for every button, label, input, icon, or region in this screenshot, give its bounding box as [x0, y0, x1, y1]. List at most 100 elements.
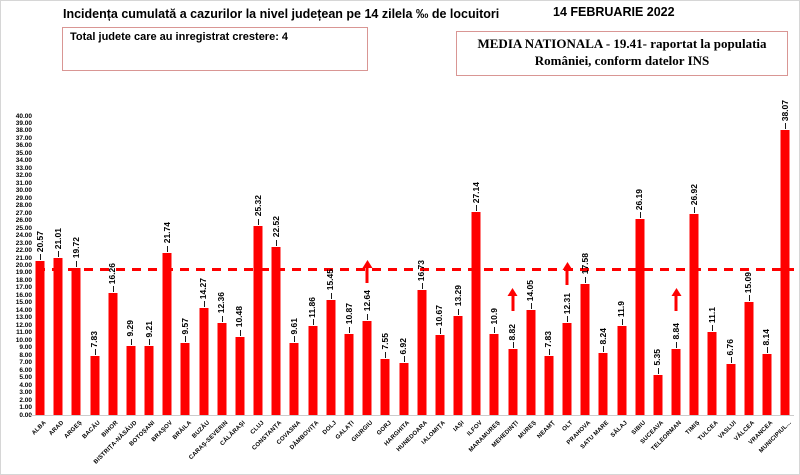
value-leader-line	[130, 338, 132, 345]
y-axis-tick-label: 22.00	[15, 247, 32, 255]
value-leader-line	[276, 239, 278, 246]
bar-slot: 9.29 BISTRIȚA-NĂSĂUD	[93, 116, 140, 465]
value-leader-line	[512, 342, 514, 349]
value-leader-line	[530, 302, 532, 309]
bar-slot: 9.21 BOTOȘANI	[129, 116, 158, 448]
bar-value-label: 8.84	[670, 323, 681, 340]
bar-value-label: 7.83	[89, 330, 100, 348]
increase-arrow-head	[362, 259, 373, 268]
bar-slot: 22.52 CONSTANȚA	[252, 116, 285, 451]
incidence-bar	[271, 246, 281, 415]
increase-arrow-icon	[562, 261, 573, 285]
incidence-bar	[762, 354, 772, 415]
chart-title: Incidența cumulată a cazurilor la nivel …	[63, 7, 500, 21]
y-axis-tick-label: 38.00	[15, 127, 32, 135]
bar-slot: 8.24 SATU MARE	[580, 116, 612, 451]
bar-slot: 26.19 SIBIU	[631, 116, 649, 436]
bar-value-label: 9.21	[143, 320, 154, 338]
value-leader-line	[548, 349, 550, 356]
report-date: 14 FEBRUARIE 2022	[553, 5, 675, 19]
incidence-bar	[580, 283, 590, 415]
incidence-bar	[635, 219, 645, 415]
y-axis-tick-label: 26.00	[15, 217, 32, 225]
value-leader-line	[785, 123, 787, 130]
incidence-bar	[653, 375, 663, 415]
bar-slot: 21.01 ARAD	[48, 116, 67, 437]
bar-value-label: 27.14	[470, 181, 481, 204]
incidence-bar	[180, 343, 190, 415]
value-leader-line	[730, 357, 732, 364]
value-leader-line	[476, 205, 478, 212]
bar-slot: 11.1 TULCEA	[697, 116, 721, 442]
bar-value-label: 11.9	[616, 300, 627, 318]
y-axis-tick-label: 21.00	[15, 254, 32, 262]
value-leader-line	[567, 315, 569, 322]
y-axis-tick-label: 30.00	[15, 187, 32, 195]
y-axis-tick-label: 29.00	[15, 194, 32, 202]
y-axis-tick-label: 36.00	[15, 142, 32, 150]
incidence-bar	[362, 320, 372, 415]
value-leader-line	[330, 292, 332, 299]
bar-value-label: 21.74	[161, 222, 172, 244]
y-axis: 40.00 39.00 38.00 37.00 36.00 35.00 34.00 33.00…	[1, 113, 34, 419]
value-leader-line	[676, 341, 678, 348]
bar-slot: 9.57 BRĂILA	[172, 116, 194, 441]
bar-value-label: 17.58	[579, 253, 590, 275]
incidence-bar	[489, 333, 499, 415]
y-axis-tick-label: 34.00	[15, 157, 32, 165]
increase-arrow-icon	[507, 288, 518, 312]
bar-slot: 21.74 BRAȘOV	[151, 116, 176, 443]
county-axis-label: GORJ	[375, 420, 393, 437]
value-leader-line	[294, 336, 296, 343]
incidence-bar	[35, 261, 45, 415]
incidence-bar	[744, 302, 754, 415]
value-leader-line	[203, 301, 205, 308]
bar-value-label: 13.29	[452, 285, 463, 307]
incidence-bar	[144, 346, 154, 415]
increase-arrow-head	[562, 261, 573, 270]
y-axis-tick-label: 32.00	[15, 172, 32, 180]
value-leader-line	[403, 356, 405, 363]
y-axis-tick-label: 2.00	[19, 396, 32, 404]
y-axis-tick-label: 24.00	[15, 232, 32, 240]
bar-value-label: 10.87	[343, 303, 354, 325]
incidence-bar	[598, 353, 608, 415]
value-leader-line	[766, 347, 768, 354]
bar-value-label: 12.36	[216, 292, 227, 314]
incidence-bar	[508, 349, 518, 415]
national-average-box: MEDIA NATIONALA - 19.41- raportat la pop…	[456, 31, 788, 76]
value-leader-line	[112, 286, 114, 293]
bar-value-label: 7.83	[543, 330, 554, 348]
incidence-bar	[380, 358, 390, 415]
value-leader-line	[239, 329, 241, 336]
incidence-bar	[53, 257, 63, 415]
incidence-bar	[707, 332, 717, 415]
bar-value-label: 6.92	[398, 337, 409, 355]
y-axis-tick-label: 10.00	[15, 336, 32, 344]
bar-value-label: 16.26	[107, 263, 118, 285]
incidence-bar	[344, 333, 354, 415]
value-leader-line	[712, 325, 714, 332]
bar-slot: 7.83 BACĂU	[82, 116, 104, 440]
incidence-bar	[435, 335, 445, 415]
value-leader-line	[367, 313, 369, 320]
value-leader-line	[312, 319, 314, 326]
bar-value-label: 6.76	[725, 338, 736, 356]
bar-value-label: 10.9	[488, 307, 499, 325]
bar-slot: 19.72 ARGEȘ	[64, 116, 85, 440]
bar-slot: 11.9 SĂLAJ	[610, 116, 631, 439]
incidence-bar	[780, 130, 790, 415]
bar-slot: 17.58 PRAHOVA	[566, 116, 594, 446]
bar-value-label: 26.92	[688, 183, 699, 205]
y-axis-tick-label: 25.00	[15, 224, 32, 232]
bar-slot: 6.92 HARGHITA	[383, 116, 412, 448]
incidence-bar	[108, 293, 118, 415]
y-axis-tick-label: 35.00	[15, 149, 32, 157]
bar-value-label: 5.35	[652, 349, 663, 367]
increase-arrow-shaft	[511, 296, 515, 312]
y-axis-tick-label: 27.00	[15, 209, 32, 217]
incidence-bar	[308, 326, 318, 415]
y-axis-tick-label: 3.00	[19, 389, 32, 397]
incidence-bar	[235, 336, 245, 415]
y-axis-tick-label: 37.00	[15, 134, 32, 142]
